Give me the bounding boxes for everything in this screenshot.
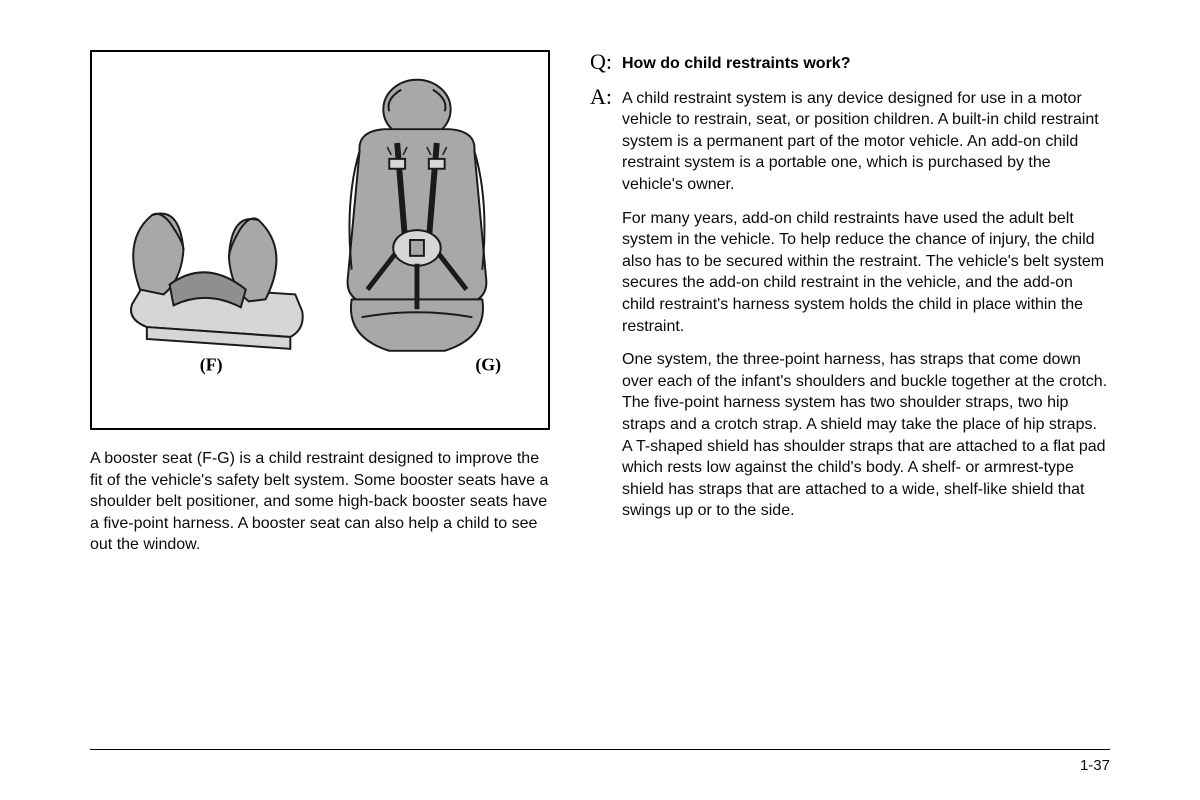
booster-seat-illustration: (F) <box>92 52 548 428</box>
figure-label-g: (G) <box>475 355 501 376</box>
answer-body: A child restraint system is any device d… <box>622 85 1110 534</box>
left-column: (F) <box>90 50 550 720</box>
right-column: Q: How do child restraints work? A: A ch… <box>590 50 1110 720</box>
figure-box: (F) <box>90 50 550 430</box>
question-row: Q: How do child restraints work? <box>590 50 1110 75</box>
answer-para-2: For many years, add-on child restraints … <box>622 208 1110 338</box>
page-content: (F) <box>90 50 1110 720</box>
answer-para-1: A child restraint system is any device d… <box>622 88 1110 196</box>
figure-caption: A booster seat (F-G) is a child restrain… <box>90 448 550 556</box>
figure-label-f: (F) <box>200 355 223 376</box>
qa-block: Q: How do child restraints work? A: A ch… <box>590 50 1110 534</box>
q-letter: Q: <box>590 50 616 74</box>
page-number: 1-37 <box>1080 757 1110 774</box>
question-text: How do child restraints work? <box>622 50 850 75</box>
a-letter: A: <box>590 85 616 109</box>
answer-row: A: A child restraint system is any devic… <box>590 85 1110 534</box>
answer-para-3: One system, the three-point harness, has… <box>622 349 1110 522</box>
page-rule <box>90 749 1110 750</box>
